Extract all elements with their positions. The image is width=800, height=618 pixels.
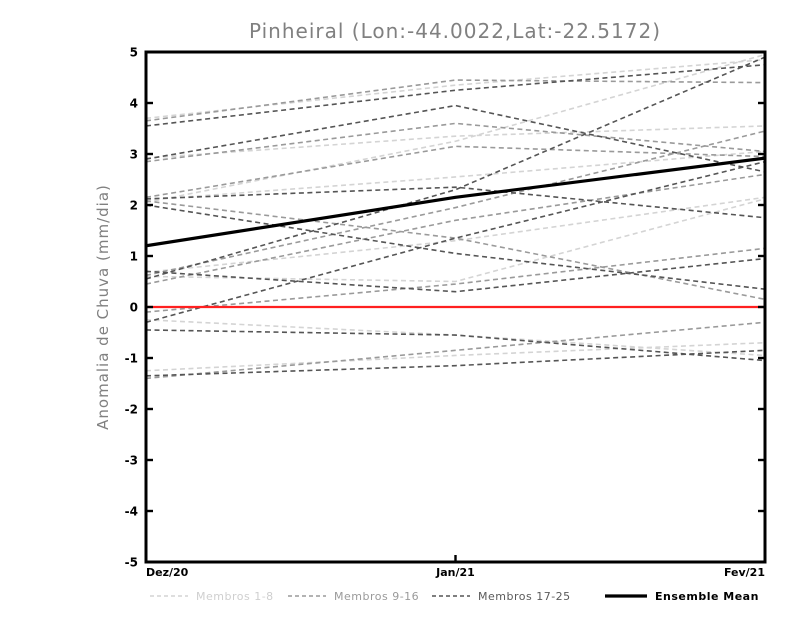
- member-series: [146, 341, 765, 372]
- y-tick-label: -2: [125, 403, 138, 417]
- member-series: [146, 257, 765, 293]
- member-series: [146, 53, 765, 204]
- member-series: [146, 321, 765, 380]
- chart-title: Pinheiral (Lon:-44.0022,Lat:-22.5172): [249, 19, 661, 43]
- y-tick-label: -5: [125, 556, 138, 570]
- member-series: [146, 247, 765, 313]
- y-tick-label: 3: [130, 148, 138, 162]
- member-series: [146, 63, 765, 127]
- y-axis-ticks: -5 -4 -3 -2 -1 0 1 2 3 4 5: [125, 46, 765, 570]
- legend-label-1: Membros 1-8: [196, 590, 274, 603]
- x-tick-label: Jan/21: [435, 566, 475, 579]
- member-series: [146, 150, 765, 201]
- y-tick-label: 1: [130, 250, 138, 264]
- member-series: [146, 122, 765, 163]
- member-series: [146, 56, 765, 280]
- member-series: [146, 130, 765, 277]
- legend-label-4: Ensemble Mean: [655, 590, 759, 603]
- member-series: [146, 200, 765, 301]
- member-series: [146, 196, 765, 274]
- ensemble-mean-series: [146, 156, 765, 248]
- y-tick-label: 4: [130, 97, 138, 111]
- y-tick-label: 2: [130, 199, 138, 213]
- y-tick-label: 0: [130, 301, 138, 315]
- member-series: [146, 160, 765, 324]
- x-axis-ticks: Dez/20 Jan/21 Fev/21: [144, 555, 767, 579]
- member-series: [146, 125, 765, 159]
- member-series: [146, 204, 765, 290]
- member-series: [146, 145, 765, 199]
- y-axis-label: Anomalia de Chuva (mm/dia): [94, 184, 112, 430]
- member-series: [146, 329, 765, 362]
- member-series: [146, 79, 765, 122]
- member-series: [146, 173, 765, 285]
- series-layer: [146, 53, 765, 380]
- legend-label-3: Membros 17-25: [478, 590, 571, 603]
- chart-legend: Membros 1-8 Membros 9-16 Membros 17-25 Ense…: [150, 590, 759, 603]
- x-tick-label: Dez/20: [146, 566, 189, 579]
- legend-label-2: Membros 9-16: [334, 590, 419, 603]
- member-series: [146, 58, 765, 120]
- y-tick-label: 5: [130, 46, 138, 60]
- y-tick-label: -1: [125, 352, 138, 366]
- y-tick-label: -3: [125, 454, 138, 468]
- member-series: [146, 349, 765, 377]
- member-series: [146, 104, 765, 173]
- y-tick-label: -4: [125, 505, 138, 519]
- x-tick-label: Fev/21: [724, 566, 765, 579]
- ensemble-mean-line: [146, 156, 765, 248]
- member-series: [146, 186, 765, 219]
